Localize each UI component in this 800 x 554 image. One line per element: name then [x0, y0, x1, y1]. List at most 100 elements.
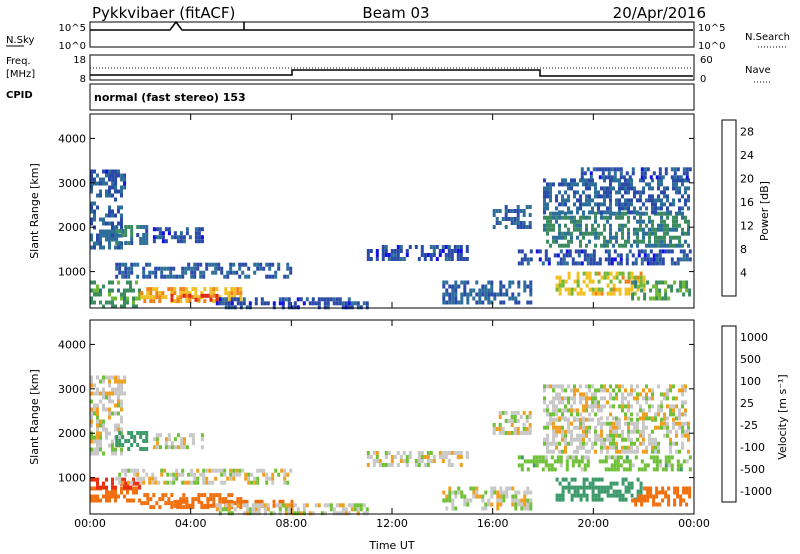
velocity-cell	[609, 485, 613, 490]
velocity-cell	[565, 467, 569, 472]
velocity-cell	[481, 494, 485, 499]
power-cell	[672, 235, 675, 240]
power-cell	[202, 274, 206, 279]
velocity-cell	[517, 498, 521, 503]
power-cell	[687, 227, 690, 232]
power-colorbar-frame	[721, 119, 737, 297]
power-cell	[624, 182, 627, 187]
power-cell	[93, 181, 96, 186]
power-cell	[191, 287, 195, 292]
velocity-cell	[678, 421, 681, 426]
velocity-cell	[90, 451, 93, 456]
velocity-cell	[519, 415, 523, 419]
power-cell	[338, 297, 342, 302]
power-cell	[648, 239, 651, 244]
power-echo-region	[517, 249, 692, 266]
power-cell	[688, 167, 692, 172]
power-cell	[627, 178, 630, 183]
power-cell	[639, 271, 643, 276]
velocity-cell	[543, 384, 546, 389]
power-cell	[609, 291, 613, 296]
velocity-cell	[684, 421, 687, 426]
velocity-cell	[105, 490, 108, 495]
velocity-cell	[564, 416, 567, 421]
power-cell	[597, 202, 600, 207]
velocity-cell	[606, 493, 610, 498]
velocity-cell	[597, 493, 601, 498]
power-cell	[194, 291, 198, 296]
velocity-cell	[591, 477, 595, 482]
power-cell	[561, 194, 564, 199]
velocity-cell	[556, 455, 560, 460]
power-cell	[396, 257, 400, 261]
power-cell	[636, 239, 639, 244]
velocity-cell	[167, 497, 171, 502]
power-cell	[194, 231, 198, 236]
velocity-cell	[514, 490, 518, 495]
velocity-cell	[463, 498, 467, 503]
velocity-cell	[630, 429, 633, 434]
velocity-cell	[651, 449, 654, 454]
power-cell	[495, 221, 499, 225]
velocity-cell	[579, 400, 582, 405]
power-cell	[543, 178, 546, 183]
power-cell	[684, 231, 687, 236]
velocity-cell	[640, 459, 644, 464]
power-cell	[613, 171, 617, 176]
power-cell	[190, 266, 194, 271]
power-cell	[111, 177, 115, 182]
power-cell	[586, 253, 590, 258]
power-cell	[185, 299, 189, 304]
power-cell	[576, 275, 580, 280]
velocity-cell	[179, 497, 183, 502]
power-cell	[158, 231, 162, 236]
velocity-cell	[546, 425, 549, 430]
power-cell	[606, 186, 609, 191]
power-cell	[664, 167, 668, 172]
velocity-cell	[624, 421, 627, 426]
power-cell	[120, 173, 124, 178]
power-cell	[516, 217, 520, 221]
velocity-cell	[130, 468, 134, 473]
velocity-cell	[627, 421, 630, 426]
velocity-cell	[666, 433, 669, 438]
velocity-cell	[280, 468, 284, 473]
velocity-cell	[588, 429, 591, 434]
velocity-cell	[624, 416, 627, 421]
power-cell	[637, 253, 641, 258]
velocity-cell	[603, 388, 606, 393]
power-cell	[99, 237, 102, 242]
velocity-cell	[420, 455, 424, 459]
velocity-cell	[191, 441, 195, 446]
power-cell	[236, 287, 240, 292]
velocity-cell	[197, 497, 201, 502]
velocity-cell	[387, 451, 391, 455]
power-cell	[633, 194, 636, 199]
power-cell	[105, 189, 108, 194]
power-cell	[607, 261, 611, 266]
power-cell	[481, 284, 485, 289]
power-cell	[214, 266, 218, 271]
power-cell	[495, 209, 499, 213]
velocity-cell	[552, 441, 555, 446]
power-cell	[579, 223, 582, 228]
velocity-cell	[278, 507, 282, 512]
power-cell	[432, 245, 436, 249]
velocity-cell	[567, 400, 570, 405]
velocity-cell	[111, 477, 114, 482]
power-cell	[529, 288, 533, 293]
power-cell	[444, 257, 448, 261]
power-cell	[564, 279, 568, 284]
power-cell	[609, 190, 612, 195]
velocity-cell	[490, 494, 494, 499]
power-cell	[612, 287, 616, 292]
velocity-cell	[576, 408, 579, 413]
velocity-cell	[594, 392, 597, 397]
power-cell	[135, 296, 138, 301]
velocity-cell	[120, 415, 123, 420]
velocity-cell	[681, 412, 684, 417]
power-cell	[146, 295, 150, 300]
time-axis-label: Time UT	[368, 539, 414, 552]
power-cell	[627, 219, 630, 224]
power-cell	[625, 171, 629, 176]
